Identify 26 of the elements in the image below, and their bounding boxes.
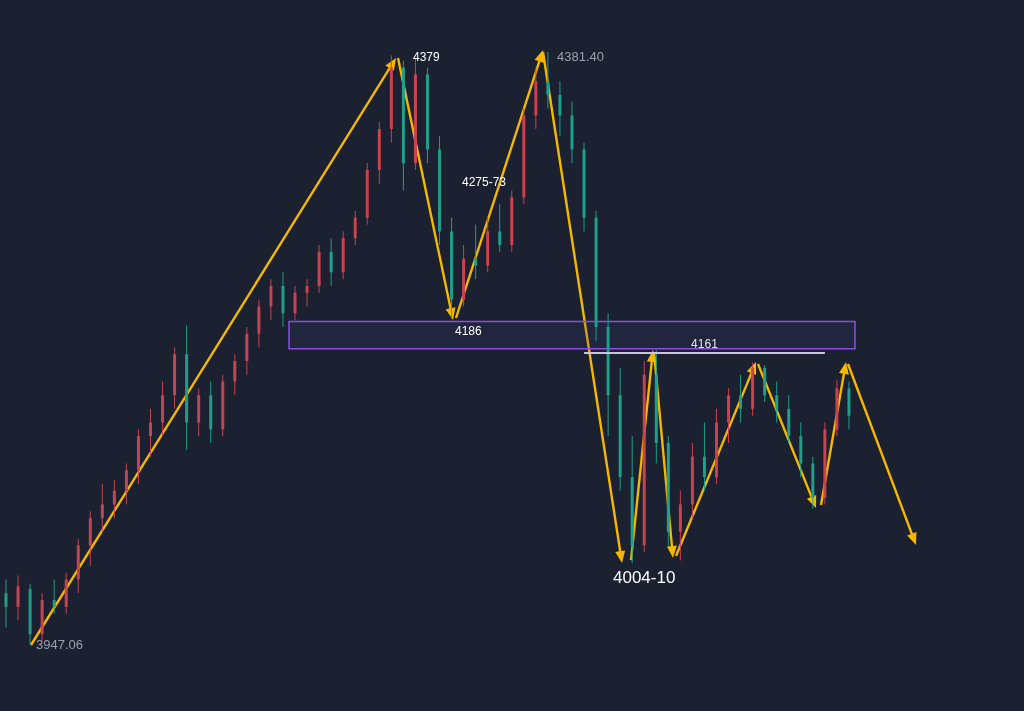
candlestick [52, 579, 56, 615]
candlestick [149, 408, 153, 458]
ref-line-label: 4161 [691, 336, 719, 351]
annotation: 4186 [455, 324, 483, 338]
candlestick [739, 374, 743, 424]
annotation: 4379 [413, 50, 441, 64]
candlestick [353, 210, 357, 246]
candlestick [233, 353, 237, 396]
candlestick [474, 224, 478, 280]
candlestick [558, 80, 562, 137]
candlestick [293, 285, 297, 321]
candlestick [329, 237, 333, 287]
candlestick [305, 278, 309, 307]
annotation: 4004-10 [613, 568, 676, 587]
candlestick [16, 574, 20, 622]
candlestick [4, 579, 8, 628]
candlestick [498, 203, 502, 253]
candlestick [124, 463, 128, 505]
annotation: 3947.06 [36, 637, 83, 652]
annotation: 4381.40 [557, 49, 604, 64]
candlestick [775, 381, 779, 424]
candlestick [546, 52, 550, 110]
candlestick [702, 422, 706, 492]
candlestick [269, 278, 273, 321]
candlestick [112, 479, 116, 519]
candlestick [100, 483, 104, 533]
